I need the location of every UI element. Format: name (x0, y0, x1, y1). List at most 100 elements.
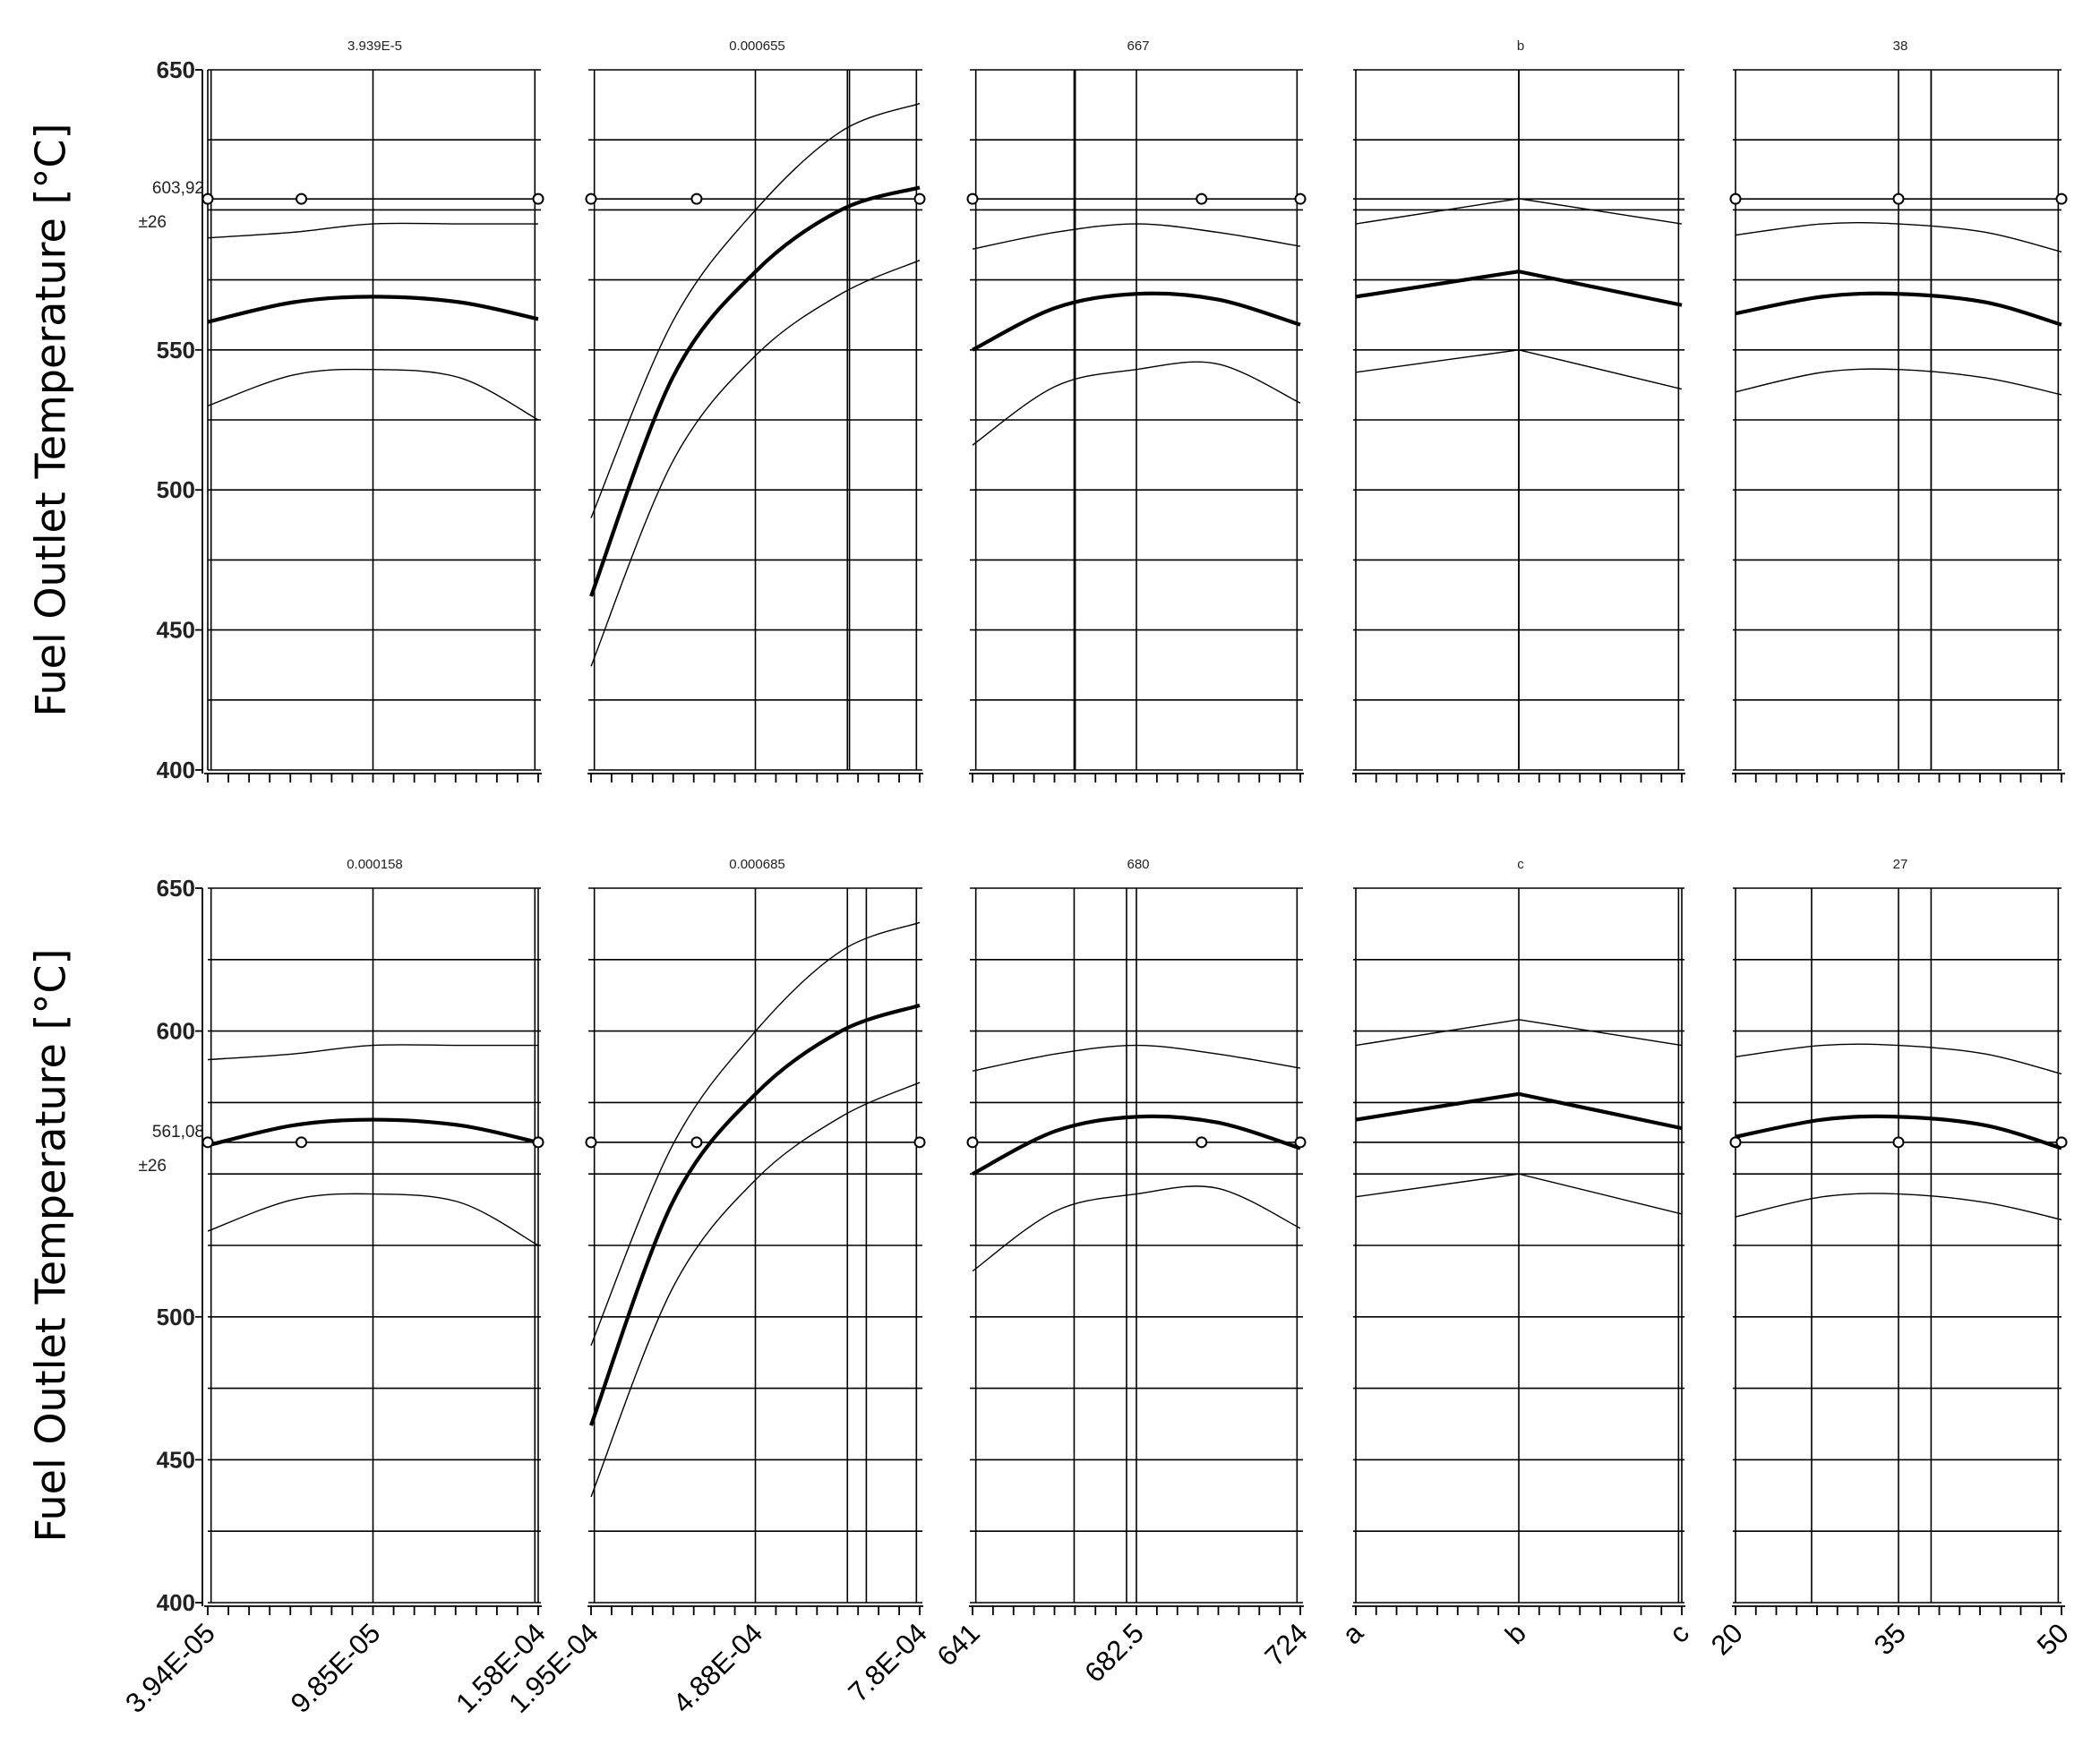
point-marker (2055, 1136, 2068, 1149)
confidence-lower-trace (590, 1082, 921, 1498)
point-marker (1729, 1136, 1742, 1149)
panel-current-value: 680 (1127, 857, 1149, 872)
prediction-trace (972, 1114, 1301, 1176)
point-marker (532, 192, 544, 205)
y-tick-label: 450 (157, 617, 195, 644)
y-tick-label: 650 (157, 875, 195, 902)
profiler-panel-5: 27 20 35 50 (1705, 857, 2075, 1661)
current-response-interval: ±26 (138, 213, 167, 232)
x-tick-label: 20 (1705, 1617, 1749, 1661)
point-marker (585, 1136, 597, 1149)
panel-gap (541, 65, 588, 774)
panel-current-value: 0.000655 (729, 38, 785, 54)
prediction-trace (589, 185, 921, 597)
y-tick-label: 500 (157, 1304, 195, 1330)
point-marker (966, 192, 979, 205)
panel-gap (1684, 884, 1733, 1607)
prediction-trace (1355, 269, 1683, 307)
confidence-upper-trace (1355, 198, 1683, 225)
point-marker (1729, 192, 1742, 205)
profiler-row-1: Fuel Outlet Temperature [°C] 400 450 500 550… (27, 38, 2068, 783)
confidence-lower-trace (972, 361, 1301, 446)
y-tick-label: 600 (157, 1018, 195, 1045)
panel-current-value: 0.000158 (347, 857, 403, 872)
point-marker (966, 1136, 979, 1149)
y-tick-label: 550 (157, 337, 195, 364)
profiler-row-2: Fuel Outlet Temperature [°C] 400 450 500 600… (27, 857, 2075, 1719)
panel-gap (541, 884, 588, 1607)
point-marker (296, 1136, 308, 1149)
point-marker (1294, 192, 1307, 205)
confidence-lower-trace (972, 1185, 1301, 1272)
point-marker (201, 192, 214, 205)
profiler-panel-1: 3.939E-5 (201, 38, 544, 783)
profiler-panel-3: 667 (966, 38, 1307, 783)
confidence-upper-trace (972, 1044, 1301, 1072)
x-tick-label: 724 (1259, 1617, 1314, 1672)
prediction-trace (207, 295, 539, 324)
point-marker (913, 1136, 926, 1149)
prediction-trace (972, 291, 1301, 352)
confidence-upper-trace (1735, 221, 2062, 252)
y-axis-title: Fuel Outlet Temperature [°C] (27, 949, 75, 1543)
profiler-panel-2: 0.000655 (585, 38, 926, 783)
confidence-lower-trace (1355, 1173, 1683, 1215)
panel-gap (1303, 884, 1353, 1607)
confidence-upper-trace (207, 1044, 538, 1061)
point-marker (2055, 192, 2068, 205)
prediction-trace (207, 1117, 539, 1148)
current-response-value: 603,92 (152, 179, 204, 198)
profiler-panel-4: b (1352, 38, 1685, 783)
panel-gap (1684, 65, 1733, 774)
confidence-upper-trace (590, 102, 921, 518)
x-tick-label: 4.88E-04 (667, 1617, 769, 1719)
panel-gap (1303, 65, 1353, 774)
point-marker (532, 1136, 544, 1149)
x-tick-label: 7.8E-04 (842, 1617, 933, 1708)
panel-gap (922, 65, 970, 774)
point-marker (1294, 1136, 1307, 1149)
confidence-lower-trace (1735, 1193, 2062, 1220)
point-marker (913, 192, 926, 205)
x-tick-label: a (1336, 1617, 1369, 1650)
x-tick-label: 35 (1868, 1617, 1912, 1661)
confidence-lower-trace (1355, 349, 1683, 390)
profiler-panel-5: 38 (1729, 38, 2068, 783)
prediction-trace (1735, 1114, 2062, 1150)
prediction-trace (1355, 1091, 1683, 1131)
x-tick-label: 3.94E-05 (119, 1617, 221, 1719)
point-marker (690, 1136, 703, 1149)
x-tick-label: 682.5 (1078, 1617, 1150, 1689)
panel-gap (922, 884, 970, 1607)
confidence-upper-trace (1735, 1043, 2062, 1075)
profiler-panel-3: 680 641 682.5 724 (931, 857, 1314, 1689)
confidence-lower-trace (590, 260, 921, 667)
point-marker (1196, 1136, 1208, 1149)
x-tick-label: c (1663, 1617, 1695, 1649)
confidence-upper-trace (972, 223, 1301, 250)
panel-current-value: 3.939E-5 (347, 38, 402, 54)
panel-current-value: 0.000685 (729, 857, 785, 872)
y-tick-label: 500 (157, 476, 195, 503)
y-axis-title: Fuel Outlet Temperature [°C] (27, 124, 75, 717)
confidence-lower-trace (207, 368, 539, 421)
point-marker (585, 192, 597, 205)
y-tick-label: 650 (157, 56, 195, 83)
point-marker (296, 192, 308, 205)
y-tick-label: 450 (157, 1446, 195, 1473)
point-marker (690, 192, 703, 205)
confidence-upper-trace (207, 222, 538, 239)
point-marker (1892, 192, 1905, 205)
current-response-interval: ±26 (138, 1157, 167, 1176)
point-marker (1892, 1136, 1905, 1149)
current-response-value: 561,08 (152, 1123, 204, 1142)
panel-current-value: 38 (1893, 38, 1908, 54)
panel-current-value: 667 (1127, 38, 1149, 54)
point-marker (201, 1136, 214, 1149)
x-tick-label: 9.85E-05 (285, 1617, 387, 1719)
confidence-lower-trace (1735, 368, 2062, 396)
x-tick-label: 50 (2031, 1617, 2075, 1661)
x-tick-label: b (1499, 1617, 1532, 1650)
point-marker (1196, 192, 1208, 205)
